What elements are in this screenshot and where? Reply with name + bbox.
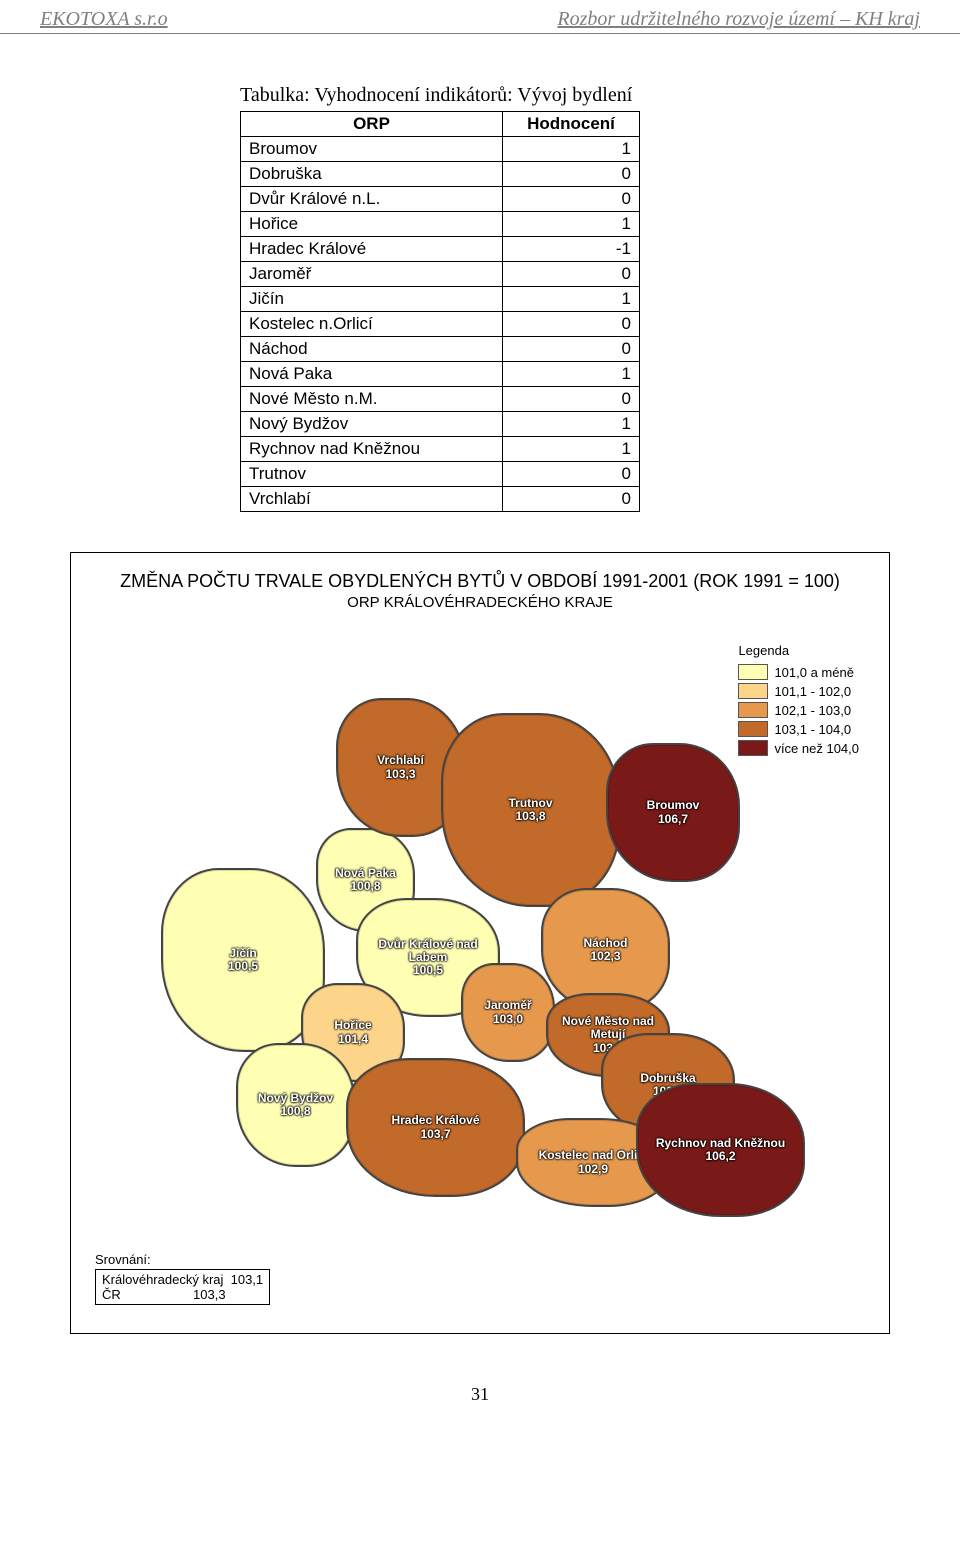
cell-value: 1 <box>503 412 640 437</box>
page-header: EKOTOXA s.r.o Rozbor udržitelného rozvoj… <box>0 0 960 34</box>
region-label: Nový Bydžov100,8 <box>258 1092 333 1118</box>
table-row: Dobruška0 <box>241 162 640 187</box>
region-label: Trutnov103,8 <box>509 797 553 823</box>
cell-name: Jaroměř <box>241 262 503 287</box>
cell-value: 0 <box>503 462 640 487</box>
cell-value: 0 <box>503 337 640 362</box>
header-right: Rozbor udržitelného rozvoje území – KH k… <box>557 8 920 31</box>
cell-name: Rychnov nad Kněžnou <box>241 437 503 462</box>
region-label: Hořice101,4 <box>334 1019 371 1045</box>
map-region: Jaroměř103,0 <box>461 963 555 1062</box>
map-region: Broumov106,7 <box>606 743 740 882</box>
cell-value: 1 <box>503 362 640 387</box>
region-label: Jaroměř103,0 <box>484 999 531 1025</box>
region-label: Jičín100,5 <box>228 947 258 973</box>
cell-name: Dvůr Králové n.L. <box>241 187 503 212</box>
table-row: Jaroměř0 <box>241 262 640 287</box>
table-row: Hradec Králové-1 <box>241 237 640 262</box>
cell-value: 0 <box>503 487 640 512</box>
map-region: Trutnov103,8 <box>441 713 620 907</box>
legend-label: 103,1 - 104,0 <box>774 722 851 737</box>
table-row: Kostelec n.Orlicí0 <box>241 312 640 337</box>
cell-value: 1 <box>503 212 640 237</box>
map-region: Hradec Králové103,7 <box>346 1058 525 1197</box>
cell-name: Náchod <box>241 337 503 362</box>
legend-title: Legenda <box>738 643 859 658</box>
header-left: EKOTOXA s.r.o <box>40 8 168 31</box>
table-caption: Tabulka: Vyhodnocení indikátorů: Vývoj b… <box>240 84 640 107</box>
cell-name: Nový Bydžov <box>241 412 503 437</box>
region-label: Náchod102,3 <box>583 937 627 963</box>
cell-value: 0 <box>503 312 640 337</box>
comparison-box: Královéhradecký kraj 103,1ČR 103,3 <box>95 1269 270 1305</box>
map-subtitle: ORP KRÁLOVÉHRADECKÉHO KRAJE <box>93 594 867 611</box>
cell-value: 1 <box>503 137 640 162</box>
cell-name: Vrchlabí <box>241 487 503 512</box>
comparison-block: Srovnání: Královéhradecký kraj 103,1ČR 1… <box>95 1252 270 1305</box>
cell-name: Trutnov <box>241 462 503 487</box>
region-label: Kostelec nad Orlicí102,9 <box>539 1149 648 1175</box>
cell-value: 0 <box>503 262 640 287</box>
table-row: Hořice1 <box>241 212 640 237</box>
cell-value: 0 <box>503 187 640 212</box>
region-label: Vrchlabí103,3 <box>377 754 424 780</box>
region-label: Nová Paka100,8 <box>335 867 396 893</box>
cell-name: Hořice <box>241 212 503 237</box>
cell-name: Jičín <box>241 287 503 312</box>
cell-value: 1 <box>503 437 640 462</box>
table-row: Nový Bydžov1 <box>241 412 640 437</box>
cell-value: 0 <box>503 387 640 412</box>
legend-label: 101,1 - 102,0 <box>774 684 851 699</box>
cell-value: 0 <box>503 162 640 187</box>
comparison-row: Královéhradecký kraj 103,1 <box>102 1272 263 1287</box>
cell-value: 1 <box>503 287 640 312</box>
map-region: Rychnov nad Kněžnou106,2 <box>636 1083 805 1217</box>
table-row: Dvůr Králové n.L.0 <box>241 187 640 212</box>
table-row: Rychnov nad Kněžnou1 <box>241 437 640 462</box>
comparison-title: Srovnání: <box>95 1252 270 1267</box>
map-area: Jičín100,5 Nová Paka100,8 Vrchlabí103,3 Tru… <box>161 673 781 1193</box>
region-label: Hradec Králové103,7 <box>391 1114 479 1140</box>
table-row: Nové Město n.M.0 <box>241 387 640 412</box>
cell-name: Nová Paka <box>241 362 503 387</box>
col-header-orp: ORP <box>241 112 503 137</box>
cell-name: Broumov <box>241 137 503 162</box>
map-region: Nový Bydžov100,8 <box>236 1043 355 1167</box>
table-row: Jičín1 <box>241 287 640 312</box>
table-row: Broumov1 <box>241 137 640 162</box>
map-frame: ZMĚNA POČTU TRVALE OBYDLENÝCH BYTŮ V OBD… <box>70 552 890 1334</box>
comparison-row: ČR 103,3 <box>102 1287 263 1302</box>
evaluation-table: ORP Hodnocení Broumov1Dobruška0Dvůr Král… <box>240 111 640 512</box>
cell-value: -1 <box>503 237 640 262</box>
legend-label: více než 104,0 <box>774 741 859 756</box>
legend-label: 101,0 a méně <box>774 665 854 680</box>
region-label: Rychnov nad Kněžnou106,2 <box>656 1137 785 1163</box>
region-label: Broumov106,7 <box>647 799 700 825</box>
cell-name: Kostelec n.Orlicí <box>241 312 503 337</box>
map-title: ZMĚNA POČTU TRVALE OBYDLENÝCH BYTŮ V OBD… <box>93 571 867 592</box>
page-number: 31 <box>0 1354 960 1415</box>
table-row: Vrchlabí0 <box>241 487 640 512</box>
col-header-rating: Hodnocení <box>503 112 640 137</box>
table-row: Nová Paka1 <box>241 362 640 387</box>
table-row: Trutnov0 <box>241 462 640 487</box>
cell-name: Nové Město n.M. <box>241 387 503 412</box>
legend-label: 102,1 - 103,0 <box>774 703 851 718</box>
cell-name: Dobruška <box>241 162 503 187</box>
content-area: Tabulka: Vyhodnocení indikátorů: Vývoj b… <box>0 34 960 1354</box>
cell-name: Hradec Králové <box>241 237 503 262</box>
table-row: Náchod0 <box>241 337 640 362</box>
